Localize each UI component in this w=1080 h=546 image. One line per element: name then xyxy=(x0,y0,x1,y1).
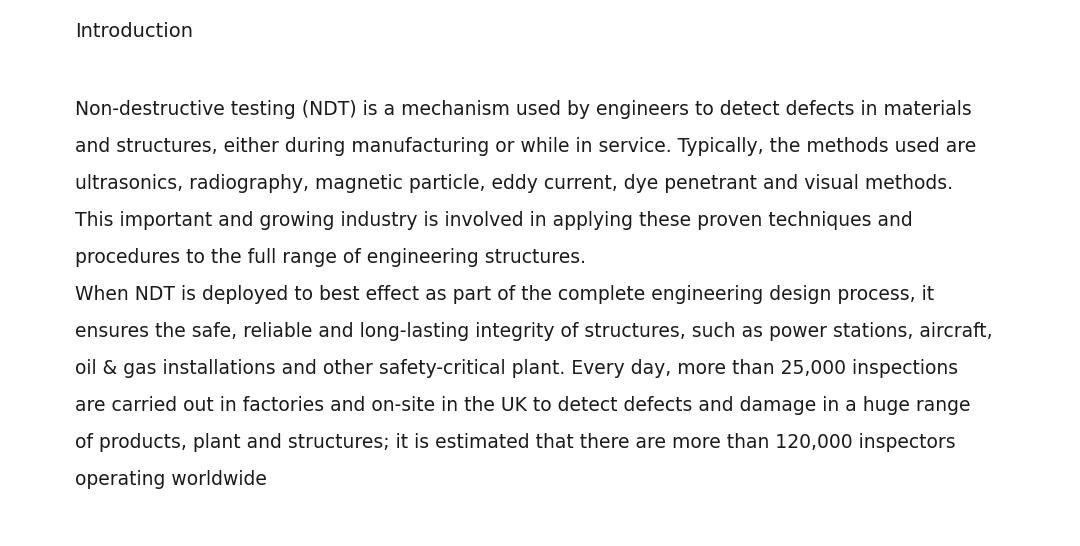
Text: ultrasonics, radiography, magnetic particle, eddy current, dye penetrant and vis: ultrasonics, radiography, magnetic parti… xyxy=(75,174,953,193)
Text: Non-destructive testing (NDT) is a mechanism used by engineers to detect defects: Non-destructive testing (NDT) is a mecha… xyxy=(75,100,972,119)
Text: are carried out in factories and on-site in the UK to detect defects and damage : are carried out in factories and on-site… xyxy=(75,396,971,415)
Text: of products, plant and structures; it is estimated that there are more than 120,: of products, plant and structures; it is… xyxy=(75,433,956,452)
Text: procedures to the full range of engineering structures.: procedures to the full range of engineer… xyxy=(75,248,586,267)
Text: operating worldwide: operating worldwide xyxy=(75,470,267,489)
Text: When NDT is deployed to best effect as part of the complete engineering design p: When NDT is deployed to best effect as p… xyxy=(75,285,934,304)
Text: This important and growing industry is involved in applying these proven techniq: This important and growing industry is i… xyxy=(75,211,913,230)
Text: oil & gas installations and other safety-critical plant. Every day, more than 25: oil & gas installations and other safety… xyxy=(75,359,958,378)
Text: ensures the safe, reliable and long-lasting integrity of structures, such as pow: ensures the safe, reliable and long-last… xyxy=(75,322,993,341)
Text: Introduction: Introduction xyxy=(75,22,193,41)
Text: and structures, either during manufacturing or while in service. Typically, the : and structures, either during manufactur… xyxy=(75,137,976,156)
